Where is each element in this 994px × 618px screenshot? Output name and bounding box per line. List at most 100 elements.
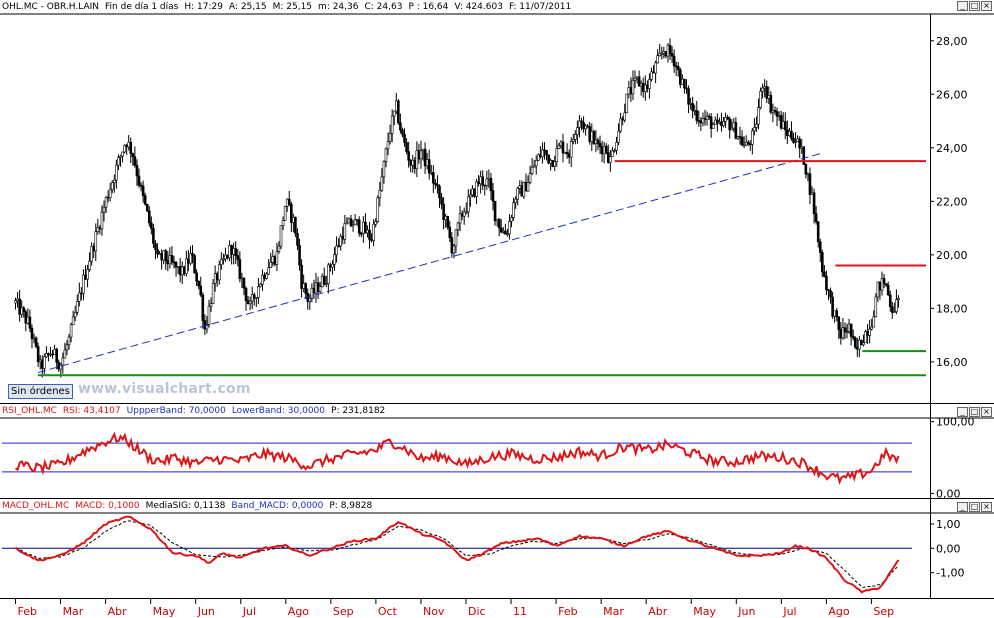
- price-candle-body: [327, 264, 330, 284]
- price-candle-body: [489, 177, 493, 192]
- price-candle-body: [746, 141, 750, 145]
- price-candle-body: [257, 286, 260, 298]
- price-candle-body: [446, 216, 450, 228]
- price-candle-body: [454, 229, 458, 247]
- price-candle-body: [890, 306, 894, 313]
- maximize-button[interactable]: □: [969, 1, 980, 11]
- price-candle-body: [187, 258, 190, 264]
- macd-y-tick-label: -1,00: [936, 567, 964, 580]
- price-candle-body: [172, 261, 176, 264]
- price-candle-body: [84, 274, 87, 280]
- price-candle-body: [277, 245, 281, 252]
- period-label: Fin de día 1 días: [105, 2, 179, 12]
- price-candle-body: [199, 285, 203, 296]
- price-candle-body: [421, 148, 425, 152]
- price-candle-body: [781, 121, 785, 129]
- price-candle-body: [586, 125, 589, 128]
- macd-close-button[interactable]: ×: [981, 502, 992, 512]
- rsi-maximize-button[interactable]: □: [969, 407, 980, 417]
- macd-value-label: MACD: 0,1000: [75, 501, 140, 511]
- volume-label: V: 424.603: [454, 2, 503, 12]
- price-candle-body: [180, 266, 184, 276]
- price-candle-body: [825, 276, 828, 290]
- price-candle-body: [514, 198, 517, 204]
- x-tick-label: Sep: [873, 605, 894, 618]
- price-candle-body: [362, 221, 365, 235]
- price-candle-body: [600, 146, 604, 155]
- price-candle-body: [405, 142, 408, 152]
- sin-ordenes-badge[interactable]: Sin órdenes: [8, 384, 73, 399]
- price-candle-body: [267, 267, 270, 275]
- price-candle-body: [802, 146, 806, 165]
- price-candle-body: [265, 273, 268, 279]
- price-candle-body: [584, 125, 587, 130]
- close-button[interactable]: ×: [981, 1, 992, 11]
- price-candle-body: [837, 316, 841, 330]
- price-candle-body: [609, 156, 612, 163]
- price-candle-body: [436, 184, 439, 187]
- price-candle-body: [547, 154, 550, 164]
- price-candle-body: [728, 118, 731, 131]
- price-candle-body: [209, 303, 213, 307]
- price-candle-body: [164, 250, 168, 262]
- price-candle-body: [234, 248, 238, 256]
- price-candle-body: [417, 150, 421, 160]
- price-candle-body: [205, 323, 209, 330]
- price-candle-body: [339, 236, 343, 247]
- price-candle-body: [347, 218, 351, 224]
- price-candle-body: [592, 131, 596, 144]
- price-candle-body: [259, 283, 262, 287]
- price-candle-body: [269, 261, 273, 268]
- price-candle-body: [444, 216, 447, 220]
- price-candle-body: [349, 218, 353, 227]
- price-candle-body: [271, 256, 275, 263]
- macd-signal-label: MediaSIG: 0,1138: [145, 501, 226, 511]
- price-candle-body: [631, 79, 635, 95]
- price-candle-body: [864, 331, 867, 344]
- price-candle-body: [679, 69, 682, 85]
- price-y-tick-label: 16,00: [936, 356, 968, 369]
- trendline: [37, 152, 823, 374]
- x-tick-label: May: [153, 605, 176, 618]
- price-candle-body: [530, 166, 534, 174]
- price-candle-body: [641, 83, 645, 92]
- price-candle-body: [851, 336, 855, 339]
- price-candle-body: [524, 182, 528, 192]
- price-candle-body: [648, 79, 651, 90]
- price-candle-body: [487, 177, 491, 180]
- price-candle-body: [45, 353, 48, 358]
- price-candle-body: [833, 310, 836, 317]
- p-label: P : 16,64: [408, 2, 449, 12]
- price-candle-body: [775, 111, 779, 117]
- macd-maximize-button[interactable]: □: [969, 502, 980, 512]
- rsi-minimize-button[interactable]: _: [957, 407, 968, 417]
- price-candle-body: [215, 273, 219, 281]
- price-candle-body: [882, 278, 886, 284]
- x-tick-label: Jul: [782, 605, 796, 618]
- high-time-label: H: 17:29: [184, 2, 223, 12]
- price-candle-body: [67, 336, 71, 346]
- price-candle-body: [127, 141, 131, 148]
- price-candle-body: [174, 261, 178, 268]
- price-candle-body: [386, 141, 390, 150]
- price-candle-body: [438, 185, 441, 199]
- price-candle-body: [510, 217, 513, 222]
- price-candle-body: [34, 337, 38, 347]
- price-candle-body: [588, 126, 592, 142]
- x-tick-label: Abr: [648, 605, 668, 618]
- price-candle-body: [425, 159, 429, 167]
- price-candle-body: [493, 200, 497, 222]
- price-candle-body: [611, 150, 614, 158]
- minimize-button[interactable]: _: [957, 1, 968, 11]
- rsi-close-button[interactable]: ×: [981, 407, 992, 417]
- price-candle-body: [633, 77, 637, 81]
- macd-minimize-button[interactable]: _: [957, 502, 968, 512]
- price-candle-body: [53, 348, 56, 355]
- price-candle-body: [232, 248, 235, 255]
- price-candle-body: [104, 196, 108, 208]
- price-candle-body: [255, 297, 258, 299]
- price-candle-body: [98, 227, 102, 230]
- price-candle-body: [481, 176, 485, 186]
- price-candle-body: [467, 196, 470, 213]
